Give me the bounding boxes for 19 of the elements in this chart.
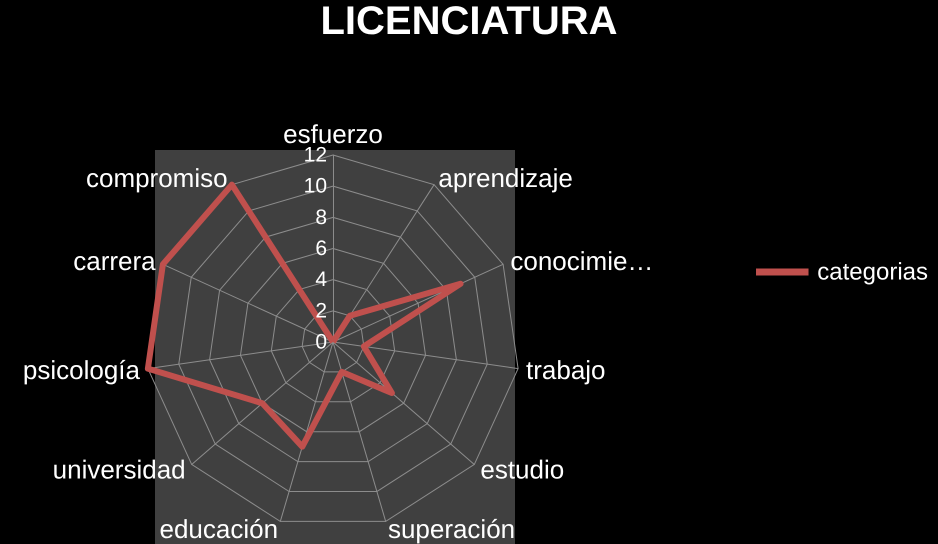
spoke-label: conocimie… bbox=[510, 246, 654, 276]
legend-label: categorias bbox=[817, 258, 928, 286]
y-tick-label: 4 bbox=[315, 268, 328, 292]
y-tick-label: 8 bbox=[315, 206, 327, 229]
spoke-label: superación bbox=[388, 514, 516, 544]
spoke-label: trabajo bbox=[526, 354, 606, 385]
y-tick-label: 6 bbox=[315, 237, 327, 260]
spoke-label: psicología bbox=[22, 354, 141, 385]
y-tick-label: 12 bbox=[304, 144, 327, 166]
spoke-label: estudio bbox=[480, 454, 564, 485]
chart-title: LICENCIATURA bbox=[320, 0, 618, 43]
spoke-label: aprendizaje bbox=[438, 162, 573, 193]
spoke-label: universidad bbox=[52, 454, 186, 485]
y-tick-label: 2 bbox=[315, 299, 327, 322]
spoke-label: educación bbox=[160, 514, 278, 544]
spoke-label: carrera bbox=[73, 246, 156, 276]
y-tick-label: 0 bbox=[315, 330, 327, 354]
spoke-label: compromiso bbox=[86, 162, 228, 193]
y-tick-label: 10 bbox=[304, 174, 327, 198]
